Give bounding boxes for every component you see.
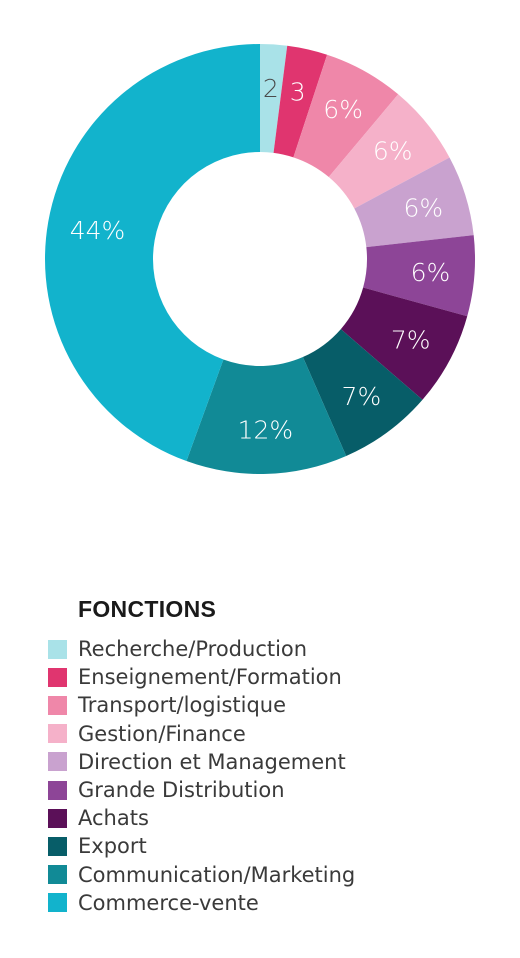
legend-item: Direction et Management	[48, 748, 488, 776]
slice-8	[186, 357, 347, 475]
slice-7	[302, 329, 423, 456]
legend-item: Grande Distribution	[48, 776, 488, 804]
legend: FONCTIONS Recherche/Production Enseigneme…	[48, 596, 488, 917]
legend-label: Achats	[78, 806, 149, 831]
slice-label-2: 6%	[323, 95, 363, 124]
legend-swatch	[48, 893, 67, 913]
legend-swatch	[48, 808, 67, 828]
legend-swatch	[48, 667, 67, 687]
slice-0	[260, 44, 288, 153]
legend-item: Communication/Marketing	[48, 861, 488, 889]
slice-5	[363, 235, 476, 317]
slice-4	[354, 157, 474, 248]
slice-6	[340, 287, 468, 400]
legend-item: Commerce-vente	[48, 889, 488, 917]
legend-label: Recherche/Production	[78, 637, 308, 662]
legend-label: Direction et Management	[78, 749, 346, 774]
slice-label-6: 7%	[391, 325, 431, 354]
slice-label-7: 7%	[342, 382, 382, 411]
slice-label-3: 6%	[373, 137, 413, 166]
slice-2	[293, 54, 399, 178]
legend-swatch	[48, 752, 67, 772]
legend-swatch	[48, 865, 67, 885]
legend-title: FONCTIONS	[78, 596, 217, 622]
legend-item: Recherche/Production	[48, 635, 488, 663]
legend-swatch	[48, 639, 67, 659]
slice-label-8: 12%	[238, 415, 294, 444]
legend-swatch	[48, 724, 67, 744]
slice-label-9: 44%	[70, 216, 126, 245]
legend-item: Export	[48, 832, 488, 860]
legend-swatch	[48, 780, 67, 800]
legend-list: Recherche/Production Enseignement/Formati…	[48, 635, 488, 917]
legend-item: Gestion/Finance	[48, 720, 488, 748]
slice-1	[273, 45, 328, 158]
slice-label-1: 3	[290, 78, 306, 107]
legend-item: Transport/logistique	[48, 691, 488, 719]
donut-chart: 2 3 6% 6% 6% 6% 7% 7% 12% 44%	[44, 43, 476, 475]
slice-9	[44, 43, 260, 462]
legend-label: Communication/Marketing	[78, 862, 356, 887]
slice-label-4: 6%	[403, 194, 443, 223]
legend-swatch	[48, 695, 67, 715]
legend-label: Gestion/Finance	[78, 721, 246, 746]
legend-label: Export	[78, 834, 147, 859]
slice-label-5: 6%	[411, 258, 451, 287]
slice-label-0: 2	[263, 74, 279, 103]
legend-label: Commerce-vente	[78, 890, 259, 915]
legend-label: Transport/logistique	[78, 693, 287, 718]
slice-3	[328, 94, 450, 209]
legend-swatch	[48, 836, 67, 856]
legend-label: Grande Distribution	[78, 778, 285, 803]
legend-item: Achats	[48, 804, 488, 832]
legend-item: Enseignement/Formation	[48, 663, 488, 691]
legend-label: Enseignement/Formation	[78, 665, 342, 690]
